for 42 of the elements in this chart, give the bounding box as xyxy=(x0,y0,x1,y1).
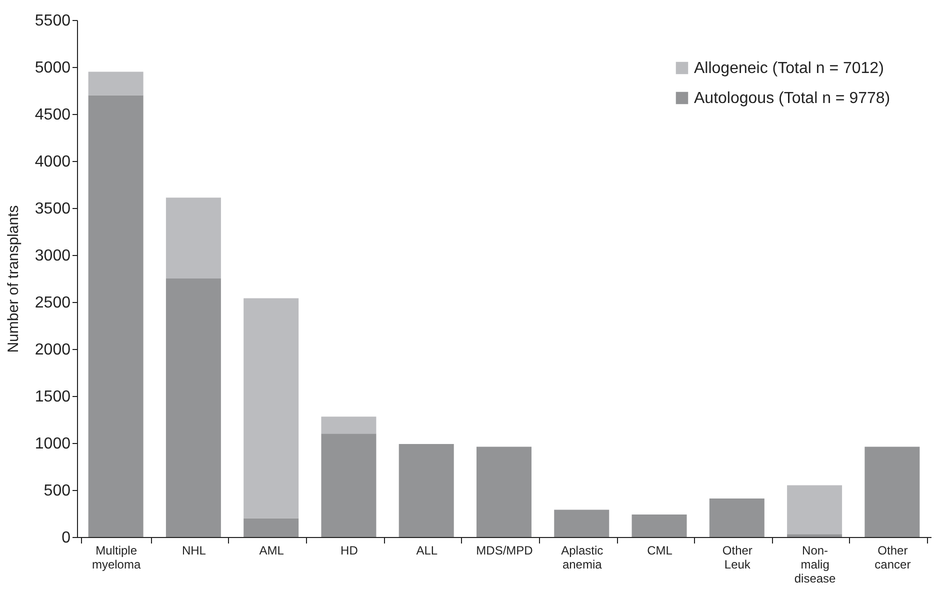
y-tick-label: 4000 xyxy=(34,154,71,170)
bar xyxy=(398,444,454,537)
bar xyxy=(554,510,610,537)
x-tick-label: Other cancer xyxy=(874,544,911,572)
x-tick-label: AML xyxy=(259,544,284,558)
legend-label: Allogeneic (Total n = 7012) xyxy=(694,60,884,77)
bar xyxy=(787,534,842,537)
bar xyxy=(864,446,920,537)
y-tick-label: 5500 xyxy=(34,12,71,30)
y-tick-label: 500 xyxy=(44,482,71,500)
x-tick-label: NHL xyxy=(182,544,206,558)
bar xyxy=(476,446,532,537)
x-tick-label: Other Leuk xyxy=(722,544,752,572)
bar xyxy=(244,298,299,518)
y-tick-label: 3000 xyxy=(34,248,71,264)
bar xyxy=(321,416,376,434)
legend-label: Autologous (Total n = 9778) xyxy=(694,90,890,107)
bar xyxy=(88,72,144,96)
bar xyxy=(244,518,299,537)
x-tick-label: HD xyxy=(340,544,358,558)
bar xyxy=(88,95,144,537)
y-axis-title: Number of transplants xyxy=(4,205,22,353)
x-tick-label: Multiple myeloma xyxy=(92,544,141,572)
y-tick-label: 4500 xyxy=(34,106,71,124)
y-tick-label: 5000 xyxy=(34,60,71,76)
x-tick-label: Non-malig disease xyxy=(794,544,836,586)
bar xyxy=(166,198,221,278)
y-tick-label: 2500 xyxy=(34,294,71,312)
bar xyxy=(321,434,376,537)
x-tick-label: CML xyxy=(647,544,673,558)
y-tick-label: 2000 xyxy=(34,342,71,358)
bar xyxy=(166,278,221,537)
bar xyxy=(632,514,687,537)
x-tick-label: ALL xyxy=(416,544,438,558)
bar xyxy=(709,498,764,537)
bar xyxy=(787,485,842,534)
y-tick-label: 1000 xyxy=(34,436,71,452)
x-tick-label: MDS/MPD xyxy=(476,544,534,558)
x-tick-label: Aplastic anemia xyxy=(561,544,604,572)
y-tick-label: 1500 xyxy=(34,388,71,406)
y-tick-label: 0 xyxy=(62,530,71,546)
y-tick-label: 3500 xyxy=(34,200,71,218)
